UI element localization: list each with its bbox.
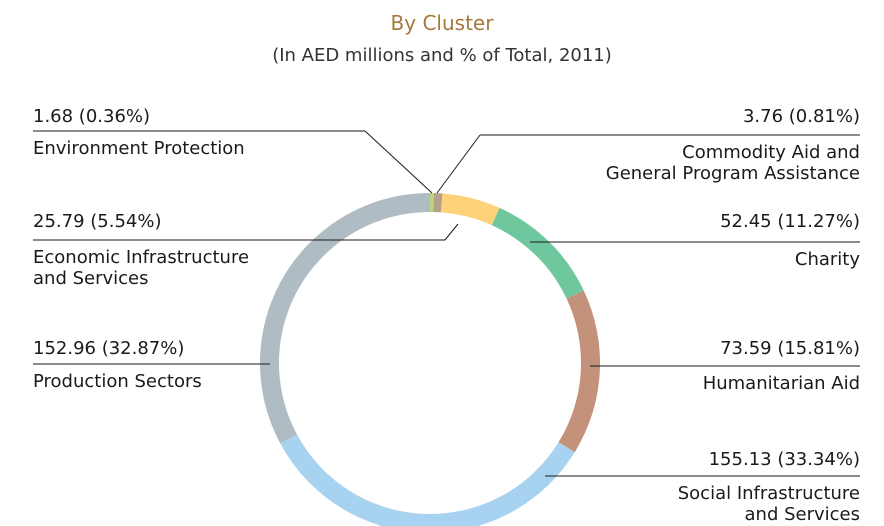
value-label: 1.68 (0.36%)	[33, 106, 151, 127]
category-label: Environment Protection	[33, 138, 245, 159]
category-label: Social Infrastructure and Services	[677, 483, 860, 525]
value-label: 52.45 (11.27%)	[720, 211, 860, 232]
category-label: Charity	[794, 249, 860, 270]
chart-subtitle: (In AED millions and % of Total, 2011)	[272, 45, 612, 66]
donut-segment	[280, 434, 575, 526]
value-label: 73.59 (15.81%)	[720, 338, 860, 359]
value-label: 152.96 (32.87%)	[33, 338, 185, 359]
donut-segment	[491, 207, 584, 299]
category-label: Humanitarian Aid	[702, 373, 860, 394]
value-label: 155.13 (33.34%)	[708, 449, 860, 470]
category-label: Commodity Aid and General Program Assist…	[605, 142, 860, 184]
leader-line	[436, 134, 481, 194]
category-label: Economic Infrastructure and Services	[33, 247, 250, 289]
donut-segment	[430, 193, 434, 213]
value-label: 3.76 (0.81%)	[742, 106, 860, 127]
value-label: 25.79 (5.54%)	[33, 211, 162, 232]
donut-segment	[260, 193, 430, 444]
chart-title: By Cluster	[390, 11, 494, 35]
donut-segment	[433, 193, 443, 213]
donut-segment	[441, 193, 500, 226]
donut-segment	[558, 290, 601, 453]
leader-line	[364, 130, 433, 194]
leader-line	[444, 223, 459, 241]
category-label: Production Sectors	[33, 371, 202, 392]
